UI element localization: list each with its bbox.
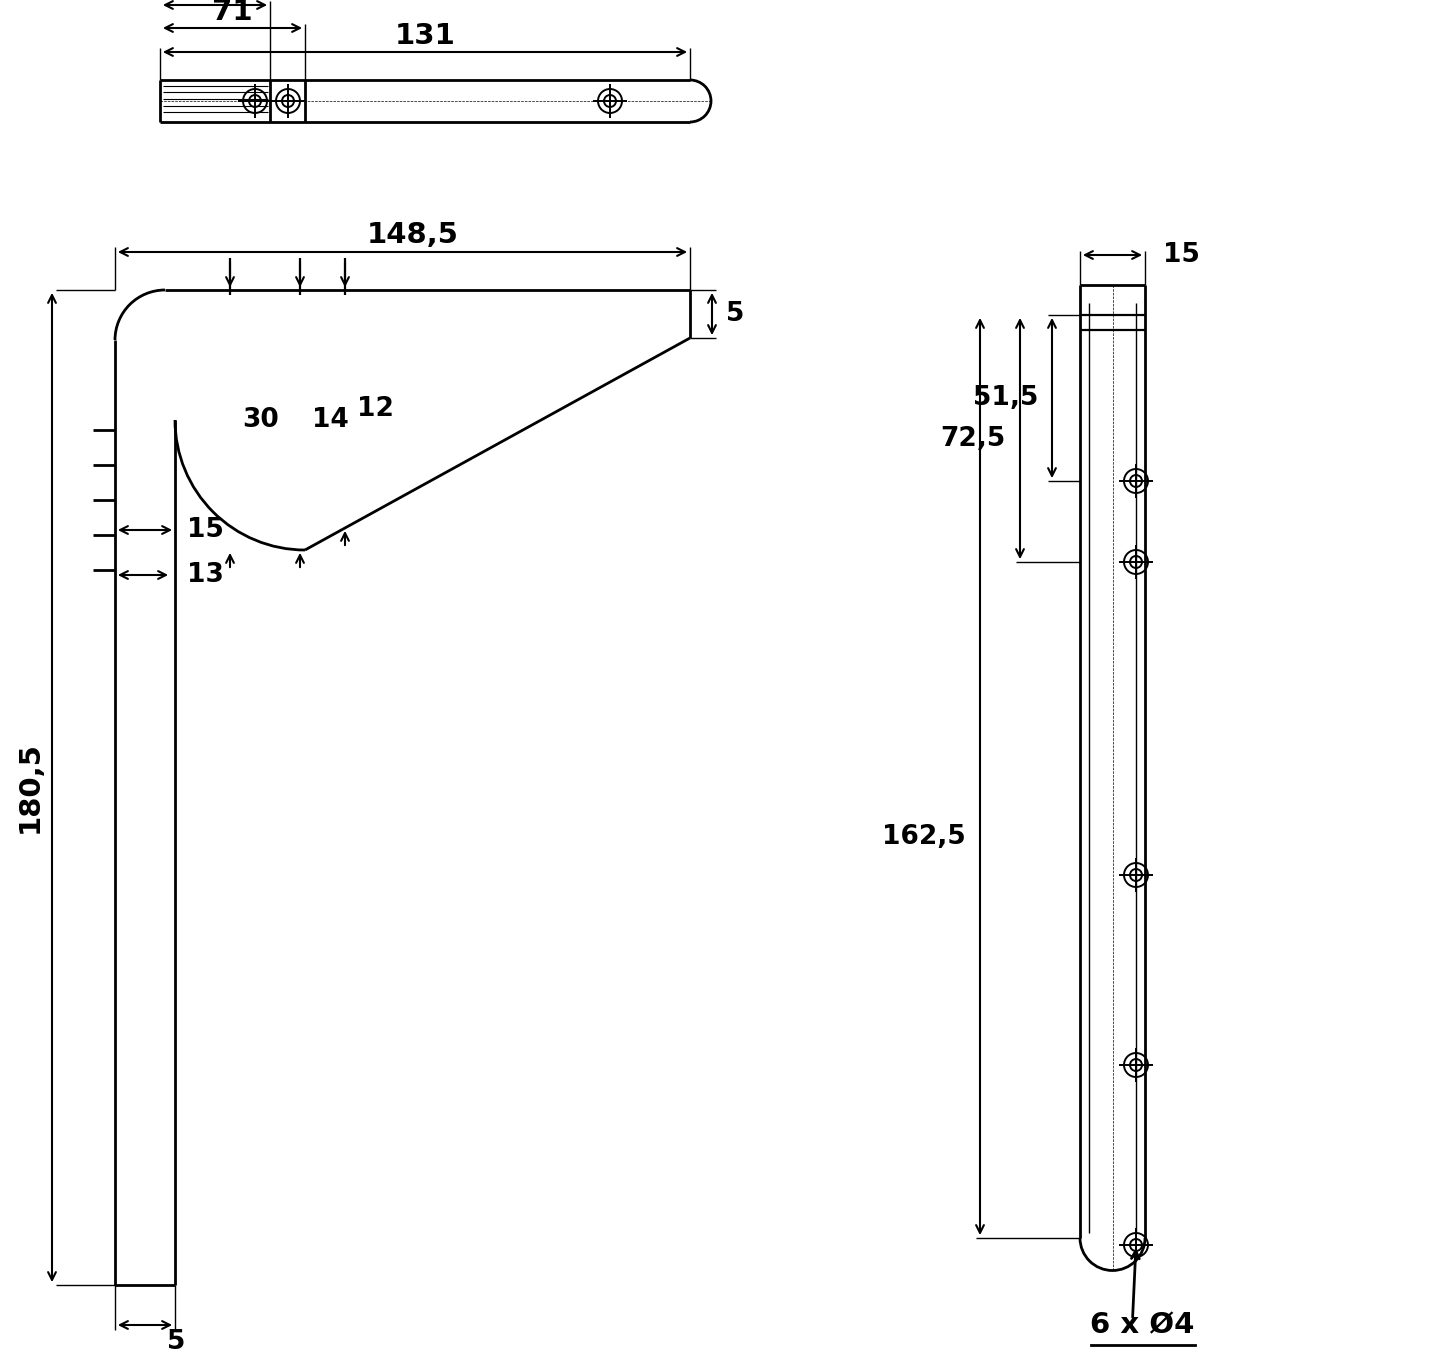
Text: 148,5: 148,5 <box>367 221 458 248</box>
Text: 50: 50 <box>195 0 236 3</box>
Text: 15: 15 <box>1163 241 1199 268</box>
Text: 12: 12 <box>357 397 394 423</box>
Text: 30: 30 <box>241 407 279 434</box>
Text: 72,5: 72,5 <box>941 425 1006 451</box>
Text: 162,5: 162,5 <box>883 823 967 849</box>
Text: 131: 131 <box>394 22 455 49</box>
Text: 13: 13 <box>186 563 224 589</box>
Text: 14: 14 <box>312 407 348 434</box>
Text: 15: 15 <box>186 517 224 543</box>
Text: 71: 71 <box>212 0 253 26</box>
Text: 6 x Ø4: 6 x Ø4 <box>1091 1312 1195 1339</box>
Text: 5: 5 <box>725 300 744 327</box>
Text: 180,5: 180,5 <box>16 741 43 833</box>
Text: 51,5: 51,5 <box>972 386 1038 412</box>
Text: 5: 5 <box>168 1329 185 1356</box>
